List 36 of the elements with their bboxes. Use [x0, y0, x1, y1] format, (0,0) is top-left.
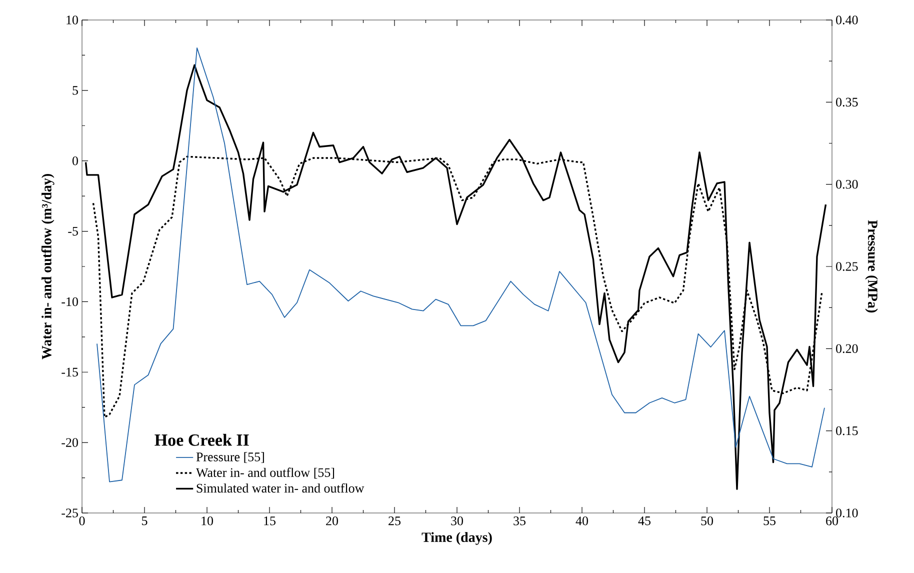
y-tick-label: 5	[72, 86, 78, 95]
y-tick-label: -25	[62, 508, 78, 518]
x-tick-label: 60	[826, 516, 838, 526]
legend-label: Water in- and outflow [55]	[196, 468, 334, 479]
y2-tick-label: 0.20	[836, 344, 858, 354]
y-axis-title: Water in- and outflow (m³/day)	[41, 174, 54, 360]
y-tick-label: -10	[62, 297, 78, 306]
y-tick-label: 10	[66, 16, 78, 24]
y-tick-label: -5	[68, 226, 78, 236]
x-tick-label: 15	[264, 516, 276, 526]
x-tick-label: 50	[701, 516, 714, 526]
legend-title: Hoe Creek II	[154, 434, 249, 446]
x-tick-label: 25	[388, 516, 400, 526]
y-tick-label: -20	[62, 438, 78, 447]
x-tick-label: 35	[514, 516, 526, 526]
y2-tick-label: 0.35	[836, 98, 858, 107]
y2-axis-title: Pressure (MPa)	[865, 220, 878, 312]
x-tick-label: 5	[142, 516, 148, 526]
y2-tick-label: 0.40	[836, 16, 858, 24]
legend-label: Simulated water in- and outflow	[196, 483, 364, 493]
x-tick-label: 55	[764, 516, 776, 526]
x-tick-label: 20	[326, 516, 338, 526]
y-tick-label: 0	[72, 156, 78, 166]
legend-label: Pressure [55]	[196, 452, 264, 463]
y2-tick-label: 0.15	[836, 426, 858, 436]
x-tick-label: 40	[576, 516, 588, 526]
x-tick-label: 30	[451, 516, 464, 526]
y2-tick-label: 0.30	[836, 180, 858, 189]
y-tick-label: -15	[62, 368, 78, 376]
x-axis-title: Time (days)	[422, 532, 492, 545]
x-tick-label: 45	[638, 516, 650, 526]
y2-tick-label: 0.25	[836, 262, 858, 271]
y2-tick-label: 0.10	[836, 508, 858, 518]
line-series	[92, 156, 823, 418]
x-tick-label: 10	[202, 516, 214, 526]
x-tick-label: 0	[79, 516, 85, 526]
